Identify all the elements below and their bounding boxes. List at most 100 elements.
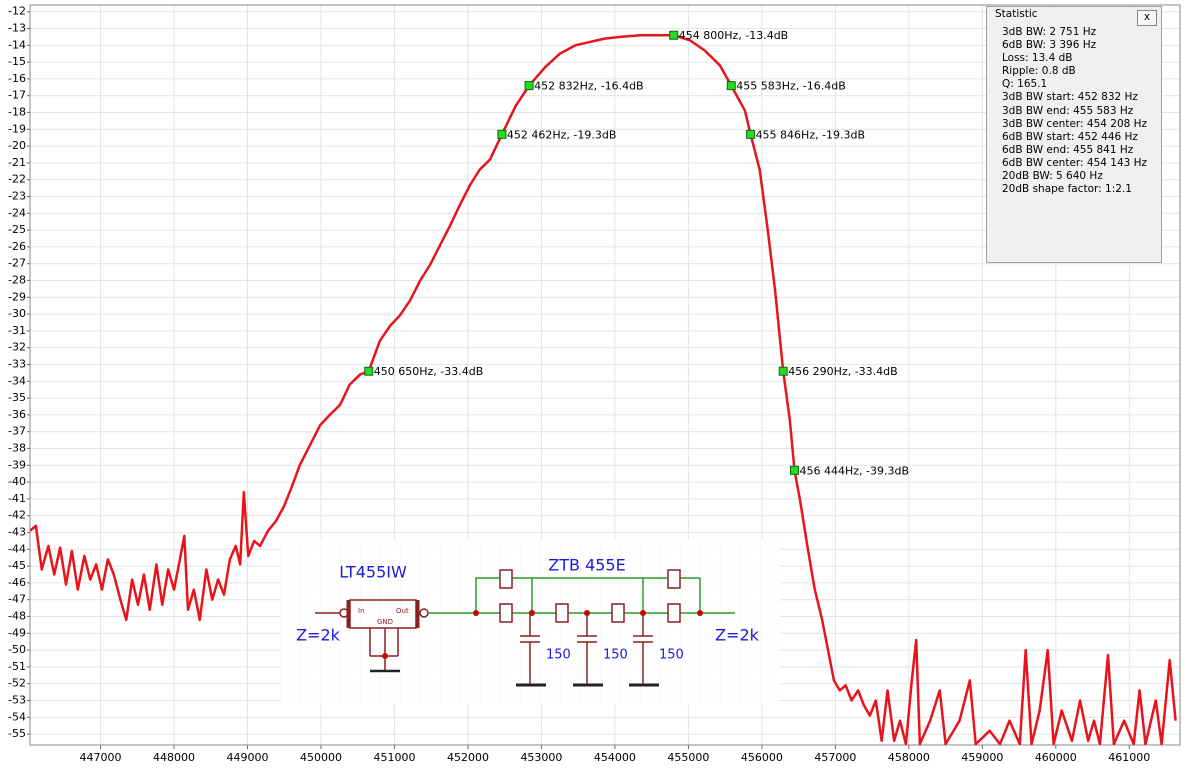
- x-tick-label: 461000: [1108, 751, 1150, 764]
- x-tick-label: 453000: [520, 751, 562, 764]
- y-tick-label: -54: [8, 710, 26, 723]
- cap-label: 150: [546, 648, 571, 663]
- y-tick-label: -30: [8, 307, 26, 320]
- y-tick-label: -48: [8, 609, 26, 622]
- x-tick-label: 459000: [961, 751, 1003, 764]
- y-tick-label: -51: [8, 660, 26, 673]
- marker: [364, 366, 374, 376]
- marker: [497, 129, 507, 139]
- y-tick-label: -42: [8, 509, 26, 522]
- z-in-label: Z=2k: [296, 626, 341, 645]
- y-tick-label: -17: [8, 89, 26, 102]
- stat-line: 3dB BW center: 454 208 Hz: [1002, 117, 1148, 130]
- pin-label: GND: [377, 618, 393, 626]
- stat-line: 6dB BW center: 454 143 Hz: [1002, 156, 1148, 169]
- stat-line: Q: 165.1: [1002, 78, 1048, 91]
- y-tick-label: -39: [8, 458, 26, 471]
- marker: [778, 366, 788, 376]
- pin-label: Out: [396, 607, 409, 615]
- marker-label: 452 462Hz, -19.3dB: [507, 128, 617, 141]
- stat-line: 6dB BW start: 452 446 Hz: [1002, 130, 1138, 143]
- y-tick-label: -19: [8, 122, 26, 135]
- panel-title: Statistic: [995, 8, 1038, 20]
- y-tick-label: -20: [8, 139, 26, 152]
- marker: [669, 30, 679, 40]
- x-tick-label: 452000: [447, 751, 489, 764]
- y-tick-label: -13: [8, 22, 26, 35]
- stat-line: 20dB shape factor: 1:2.1: [1002, 183, 1132, 196]
- y-tick-label: -34: [8, 374, 26, 387]
- marker: [726, 81, 736, 91]
- y-tick-label: -12: [8, 5, 26, 18]
- x-tick-label: 448000: [153, 751, 195, 764]
- x-tick-label: 451000: [373, 751, 415, 764]
- marker-label: 455 583Hz, -16.4dB: [736, 80, 846, 93]
- marker: [746, 129, 756, 139]
- marker-label: 456 290Hz, -33.4dB: [788, 365, 898, 378]
- marker-label: 450 650Hz, -33.4dB: [374, 365, 484, 378]
- y-tick-label: -45: [8, 559, 26, 572]
- y-tick-label: -16: [8, 72, 26, 85]
- x-tick-label: 457000: [814, 751, 856, 764]
- stat-line: 3dB BW start: 452 832 Hz: [1002, 91, 1138, 104]
- y-tick-label: -25: [8, 223, 26, 236]
- y-tick-label: -50: [8, 643, 26, 656]
- x-tick-label: 458000: [888, 751, 930, 764]
- panel-lines: 3dB BW: 2 751 Hz 6dB BW: 3 396 Hz Loss: 13…: [1002, 26, 1147, 196]
- x-tick-label: 454000: [594, 751, 636, 764]
- y-tick-label: -26: [8, 240, 26, 253]
- y-tick-label: -53: [8, 693, 26, 706]
- z-out-label: Z=2k: [715, 626, 760, 645]
- stat-line: Ripple: 0.8 dB: [1002, 65, 1076, 78]
- y-tick-label: -36: [8, 408, 26, 421]
- y-tick-label: -14: [8, 38, 26, 51]
- y-tick-label: -24: [8, 206, 26, 219]
- y-tick-label: -29: [8, 290, 26, 303]
- filter-label: ZTB 455E: [548, 556, 625, 575]
- cap-label: 150: [603, 648, 628, 663]
- y-tick-label: -55: [8, 727, 26, 740]
- x-tick-label: 460000: [1035, 751, 1077, 764]
- x-tick-label: 450000: [300, 751, 342, 764]
- ic-label: LT455IW: [339, 563, 407, 582]
- marker-label: 455 846Hz, -19.3dB: [756, 128, 866, 141]
- y-tick-label: -15: [8, 55, 26, 68]
- y-tick-label: -28: [8, 274, 26, 287]
- marker-label: 454 800Hz, -13.4dB: [679, 29, 789, 42]
- y-tick-label: -40: [8, 475, 26, 488]
- y-tick-label: -47: [8, 593, 26, 606]
- y-tick-label: -46: [8, 576, 26, 589]
- x-tick-label: 447000: [80, 751, 122, 764]
- y-tick-label: -27: [8, 257, 26, 270]
- y-tick-label: -31: [8, 324, 26, 337]
- response-line: [30, 33, 1177, 745]
- y-tick-label: -18: [8, 106, 26, 119]
- stat-line: 6dB BW end: 455 841 Hz: [1002, 143, 1134, 156]
- stat-line: 6dB BW: 3 396 Hz: [1002, 39, 1097, 52]
- y-tick-label: -44: [8, 542, 26, 555]
- cap-label: 150: [659, 648, 684, 663]
- y-tick-label: -52: [8, 677, 26, 690]
- marker-label: 452 832Hz, -16.4dB: [534, 80, 644, 93]
- marker: [790, 465, 800, 475]
- schematic: LT455IW ZTB 455E Z=2k Z=2k In Out GND 15…: [280, 540, 780, 705]
- y-tick-label: -41: [8, 492, 26, 505]
- marker-label: 456 444Hz, -39.3dB: [800, 464, 910, 477]
- close-button[interactable]: x: [1137, 10, 1157, 26]
- y-tick-label: -21: [8, 156, 26, 169]
- y-tick-label: -23: [8, 190, 26, 203]
- x-tick-label: 456000: [741, 751, 783, 764]
- y-tick-label: -35: [8, 391, 26, 404]
- y-tick-label: -43: [8, 525, 26, 538]
- marker: [524, 81, 534, 91]
- x-tick-label: 449000: [227, 751, 269, 764]
- y-tick-label: -32: [8, 341, 26, 354]
- y-tick-label: -33: [8, 358, 26, 371]
- y-tick-label: -37: [8, 425, 26, 438]
- pin-label: In: [358, 607, 365, 615]
- y-tick-label: -49: [8, 626, 26, 639]
- stat-line: Loss: 13.4 dB: [1002, 52, 1073, 65]
- stat-line: 3dB BW end: 455 583 Hz: [1002, 104, 1134, 117]
- plot-frame: [29, 4, 1181, 746]
